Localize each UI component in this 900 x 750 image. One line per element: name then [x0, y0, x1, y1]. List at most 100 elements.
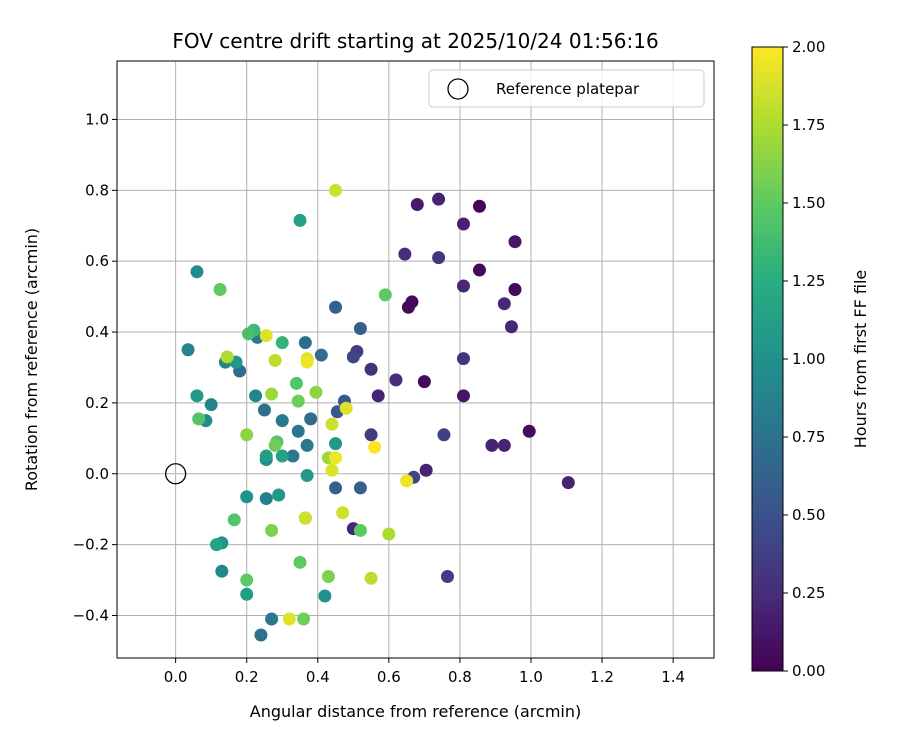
data-point — [275, 449, 289, 463]
data-point — [181, 343, 195, 357]
data-point — [508, 235, 522, 249]
data-points — [164, 183, 575, 642]
x-axis-ticks: 0.0 0.2 0.4 0.6 0.8 1.0 1.2 1.4 — [164, 658, 685, 686]
data-point — [318, 589, 332, 603]
data-point — [265, 523, 279, 537]
y-tick-label: 1.0 — [85, 110, 109, 128]
data-point — [227, 513, 241, 527]
data-point — [432, 192, 446, 206]
data-point — [249, 389, 263, 403]
data-point — [213, 283, 227, 297]
data-point — [298, 511, 312, 525]
data-point — [275, 336, 289, 350]
data-point — [364, 571, 378, 585]
data-point — [440, 570, 454, 584]
data-point — [371, 389, 385, 403]
data-point — [215, 564, 229, 578]
colorbar: 0.00 0.25 0.50 0.75 1.00 1.25 1.50 1.75 2.00 Hou… — [751, 38, 870, 680]
x-tick-label: 0.4 — [306, 668, 330, 686]
data-point — [300, 355, 314, 369]
data-point — [419, 463, 433, 477]
data-point — [329, 300, 343, 314]
data-point — [210, 538, 223, 552]
data-point — [300, 469, 314, 483]
y-tick-label: 0.4 — [85, 323, 109, 341]
data-point — [346, 350, 360, 364]
data-point — [268, 353, 282, 367]
data-point — [398, 247, 412, 261]
data-point — [204, 398, 218, 412]
data-point — [293, 213, 307, 227]
data-point — [240, 587, 254, 601]
legend-box — [428, 69, 705, 108]
data-point — [456, 217, 470, 231]
data-point — [190, 265, 204, 279]
data-point — [309, 385, 323, 399]
data-point — [410, 197, 424, 211]
data-point — [272, 488, 286, 502]
y-tick-label: −0.2 — [73, 536, 109, 554]
reference-platepar-marker — [164, 463, 187, 485]
y-tick-label: 0.2 — [85, 394, 109, 412]
data-point — [325, 417, 339, 431]
data-point — [329, 451, 343, 465]
colorbar-tick-label: 1.25 — [792, 272, 825, 290]
data-point — [522, 424, 536, 438]
data-point — [456, 352, 470, 366]
data-point — [353, 481, 367, 495]
data-point — [190, 389, 204, 403]
data-point — [240, 573, 254, 587]
data-point — [300, 438, 314, 452]
data-point — [192, 412, 206, 426]
data-point — [497, 297, 511, 311]
data-point — [497, 438, 511, 452]
data-point — [417, 375, 431, 389]
data-point — [304, 412, 318, 426]
y-axis-label: Rotation from reference (arcmin) — [22, 228, 41, 491]
data-point — [329, 481, 343, 495]
data-point — [353, 321, 367, 335]
data-point — [240, 490, 254, 504]
data-point — [364, 362, 378, 376]
data-point — [289, 376, 303, 390]
data-point — [265, 387, 279, 401]
data-point — [336, 506, 350, 520]
data-point — [291, 394, 305, 408]
legend-label: Reference platepar — [496, 80, 640, 98]
y-tick-label: 0.6 — [85, 252, 109, 270]
colorbar-tick-label: 2.00 — [792, 38, 825, 56]
y-axis-ticks: −0.4 −0.2 0.0 0.2 0.4 0.6 0.8 1.0 — [73, 110, 117, 624]
x-tick-label: 0.6 — [377, 668, 401, 686]
legend-reference-marker — [447, 78, 469, 100]
data-point — [504, 320, 518, 334]
data-point — [321, 570, 335, 584]
data-point — [561, 476, 575, 490]
data-point — [437, 428, 451, 442]
x-tick-label: 0.2 — [235, 668, 259, 686]
y-tick-label: −0.4 — [73, 606, 109, 624]
data-point — [268, 438, 282, 452]
colorbar-tick-label: 1.75 — [792, 116, 825, 134]
colorbar-tick-label: 0.75 — [792, 428, 825, 446]
data-point — [364, 428, 378, 442]
data-point — [389, 373, 403, 387]
data-point — [353, 523, 367, 537]
data-point — [275, 414, 289, 428]
grid — [117, 61, 714, 658]
data-point — [220, 350, 234, 364]
data-point — [297, 612, 311, 626]
colorbar-gradient — [751, 46, 784, 672]
y-tick-label: 0.8 — [85, 181, 109, 199]
data-point — [456, 389, 470, 403]
x-tick-label: 1.4 — [661, 668, 685, 686]
data-point — [282, 612, 296, 626]
data-point — [456, 279, 470, 293]
data-point — [508, 283, 522, 297]
x-tick-label: 1.2 — [590, 668, 614, 686]
data-point — [329, 183, 343, 197]
x-tick-label: 1.0 — [519, 668, 543, 686]
data-point — [291, 424, 305, 438]
data-point — [382, 527, 396, 541]
colorbar-tick-label: 0.00 — [792, 662, 825, 680]
colorbar-tick-label: 0.50 — [792, 506, 825, 524]
